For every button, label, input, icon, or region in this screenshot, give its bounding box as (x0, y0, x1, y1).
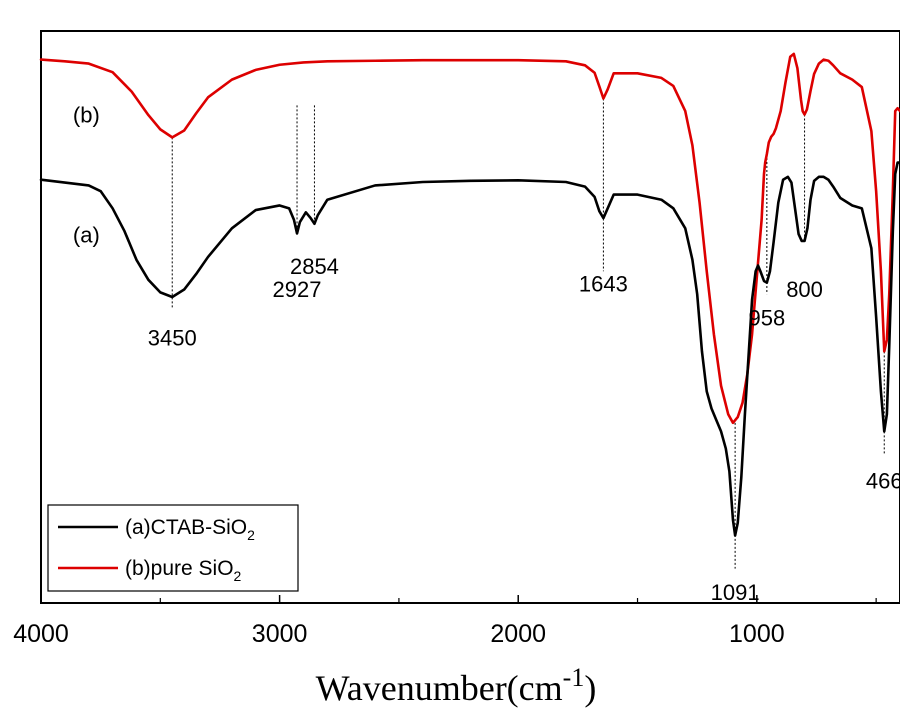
series-line-b (39, 52, 900, 425)
peak-label-2854: 2854 (290, 254, 339, 279)
x-tick-label-1000: 1000 (729, 620, 785, 648)
x-axis-label-superscript: -1 (563, 663, 585, 692)
peak-label-2927: 2927 (273, 277, 322, 302)
legend-entry-text-a: (a)CTAB-SiO (125, 516, 247, 539)
legend-entry-text-b: (b)pure SiO (125, 557, 234, 580)
legend-entry-b: (b)pure SiO2 (125, 557, 242, 584)
x-axis-label-text: Wavenumber(cm (316, 668, 563, 708)
legend-box (47, 504, 299, 592)
legend: (a)CTAB-SiO2(b)pure SiO2 (47, 504, 299, 592)
x-axis-label-close: ) (584, 668, 596, 708)
peak-markers (171, 98, 885, 569)
peak-label-3450: 3450 (148, 326, 197, 351)
plot-frame (40, 30, 900, 604)
curve-label-b: (b) (73, 103, 100, 128)
x-tick-label-4000: 4000 (13, 620, 69, 648)
peak-label-1091: 1091 (711, 580, 760, 605)
x-tick-label-2000: 2000 (490, 620, 546, 648)
x-tick-label-3000: 3000 (252, 620, 308, 648)
curve-labels: (b) (a) (73, 103, 100, 248)
x-axis-label: Wavenumber(cm-1) (316, 663, 597, 708)
spectrum-curves (39, 52, 900, 537)
legend-entry-subscript-a: 2 (247, 527, 255, 543)
peak-label-466: 466 (866, 469, 900, 494)
series-line-a (39, 161, 900, 537)
legend-entry-subscript-b: 2 (234, 568, 242, 584)
curve-label-a: (a) (73, 223, 100, 248)
peak-label-958: 958 (748, 306, 785, 331)
legend-entry-a: (a)CTAB-SiO2 (125, 516, 255, 543)
peak-label-1643: 1643 (579, 271, 628, 296)
x-axis-ticks: 4000 3000 2000 1000 (13, 595, 877, 648)
peak-label-800: 800 (786, 277, 823, 302)
